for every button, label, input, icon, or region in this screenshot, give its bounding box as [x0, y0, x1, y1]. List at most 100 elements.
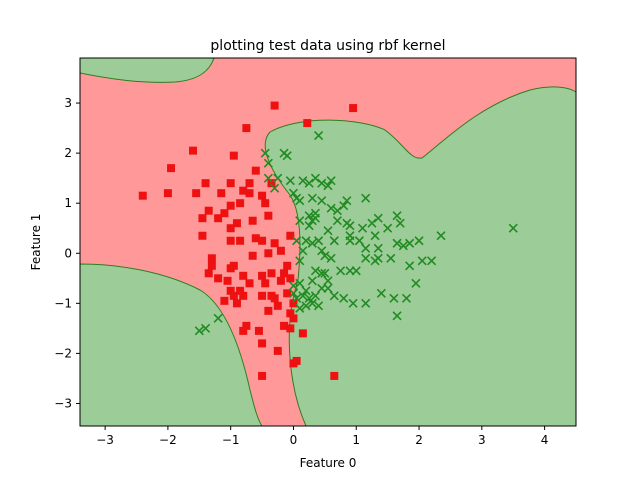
square-point-12 — [245, 189, 254, 198]
square-point-8 — [201, 179, 210, 188]
cross-point-38 — [392, 211, 402, 221]
cross-point-53 — [373, 243, 383, 253]
cross-point-37 — [395, 218, 405, 228]
cross-point-6 — [273, 173, 283, 183]
square-point-60 — [264, 306, 273, 315]
cross-point-11 — [317, 178, 327, 188]
y-tick-label-6: 3 — [64, 96, 72, 110]
square-point-31 — [236, 236, 245, 245]
square-point-29 — [198, 231, 207, 240]
square-point-82 — [289, 359, 298, 368]
square-point-6 — [167, 164, 176, 173]
square-point-32 — [226, 236, 235, 245]
y-tick-label-1: −2 — [54, 346, 72, 360]
cross-point-80 — [298, 291, 308, 301]
square-point-20 — [239, 186, 248, 195]
cross-point-55 — [398, 241, 408, 251]
square-point-46 — [258, 271, 267, 280]
cross-point-68 — [326, 253, 336, 263]
cross-point-18 — [307, 193, 317, 203]
square-point-41 — [207, 261, 216, 270]
square-point-0 — [270, 101, 279, 110]
cross-point-91 — [361, 298, 371, 308]
cross-point-73 — [307, 276, 317, 286]
square-point-71 — [258, 371, 267, 380]
square-point-2 — [303, 119, 312, 128]
cross-point-63 — [386, 253, 396, 263]
cross-point-24 — [326, 203, 336, 213]
cross-point-101 — [194, 326, 204, 336]
square-point-17 — [217, 189, 226, 198]
cross-point-70 — [310, 266, 321, 276]
cross-point-32 — [345, 221, 355, 231]
cross-point-64 — [405, 261, 415, 271]
cross-point-82 — [288, 288, 299, 298]
cross-point-89 — [339, 293, 349, 303]
cross-point-22 — [339, 201, 349, 211]
cross-point-20 — [361, 193, 371, 203]
cross-point-103 — [213, 313, 223, 323]
square-point-44 — [229, 261, 238, 270]
cross-point-94 — [401, 293, 412, 303]
square-point-79 — [280, 269, 289, 278]
cross-point-9 — [304, 178, 314, 188]
cross-point-21 — [342, 196, 352, 206]
square-point-75 — [214, 274, 223, 283]
square-point-81 — [236, 286, 245, 295]
square-point-51 — [223, 276, 232, 285]
square-point-23 — [214, 214, 223, 223]
cross-point-17 — [295, 196, 305, 206]
cross-point-69 — [295, 256, 305, 266]
cross-point-10 — [310, 173, 321, 183]
square-point-80 — [245, 279, 254, 288]
cross-point-59 — [508, 223, 518, 233]
cross-point-43 — [354, 236, 364, 246]
cross-point-65 — [417, 256, 427, 266]
cross-point-81 — [288, 281, 299, 291]
square-point-47 — [267, 269, 276, 278]
cross-point-26 — [304, 211, 314, 221]
cross-point-75 — [335, 266, 346, 276]
square-point-16 — [192, 189, 201, 198]
square-point-65 — [242, 321, 251, 330]
x-tick-label-0: −3 — [96, 433, 114, 447]
x-tick-label-7: 4 — [541, 433, 549, 447]
cross-point-23 — [332, 206, 342, 216]
square-point-52 — [226, 286, 235, 295]
cross-point-57 — [414, 236, 424, 246]
cross-point-60 — [361, 253, 371, 263]
x-tick-label-2: −1 — [222, 433, 240, 447]
cross-point-12 — [323, 181, 333, 191]
cross-point-34 — [373, 213, 383, 223]
cross-point-54 — [392, 238, 402, 248]
square-point-49 — [286, 274, 295, 283]
square-point-15 — [163, 189, 172, 198]
square-point-38 — [264, 249, 273, 258]
cross-point-102 — [201, 323, 211, 333]
square-point-53 — [229, 291, 238, 300]
cross-point-84 — [304, 293, 314, 303]
cross-point-28 — [295, 216, 305, 226]
cross-point-95 — [411, 278, 421, 288]
plot-frame — [79, 57, 577, 427]
cross-point-87 — [323, 283, 333, 293]
square-point-27 — [264, 211, 273, 220]
region-class-1-main — [264, 86, 576, 426]
square-point-66 — [254, 326, 263, 335]
square-point-7 — [251, 166, 260, 175]
cross-point-46 — [307, 238, 317, 248]
cross-point-78 — [295, 278, 305, 288]
markers-layer — [138, 101, 518, 380]
cross-point-79 — [301, 286, 311, 296]
cross-point-4 — [263, 158, 273, 168]
square-point-64 — [298, 329, 307, 338]
cross-point-19 — [317, 196, 327, 206]
square-point-5 — [229, 151, 238, 160]
cross-point-52 — [361, 243, 371, 253]
square-point-25 — [220, 209, 229, 218]
square-point-19 — [261, 199, 270, 208]
cross-point-51 — [370, 231, 380, 241]
square-point-69 — [273, 346, 282, 355]
cross-point-96 — [392, 311, 402, 321]
cross-point-8 — [298, 176, 308, 186]
